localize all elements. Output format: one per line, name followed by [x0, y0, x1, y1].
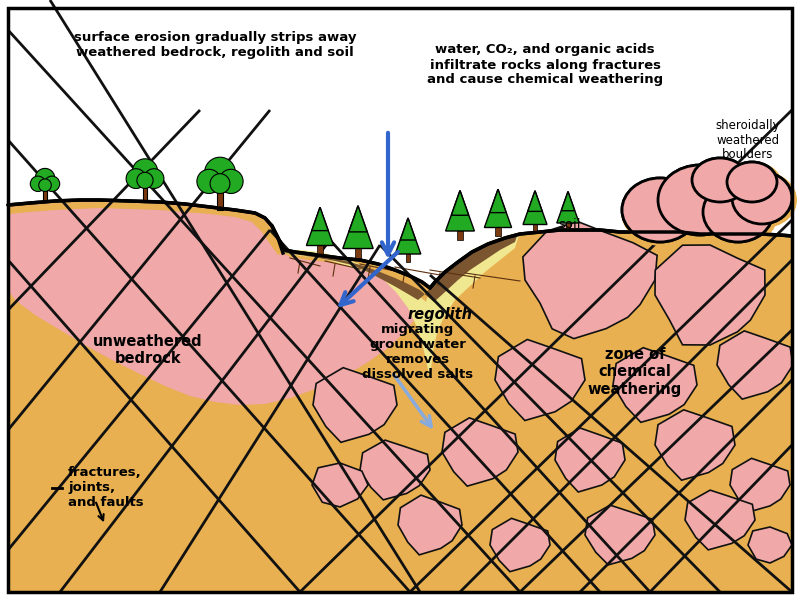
Circle shape — [197, 169, 221, 193]
Polygon shape — [562, 191, 574, 211]
Polygon shape — [446, 191, 474, 231]
Polygon shape — [730, 458, 790, 512]
Bar — [670, 226, 674, 232]
Circle shape — [133, 159, 158, 184]
Polygon shape — [523, 191, 547, 224]
Bar — [533, 223, 538, 232]
Polygon shape — [451, 191, 469, 215]
Polygon shape — [717, 331, 793, 399]
Ellipse shape — [692, 158, 748, 202]
Polygon shape — [528, 191, 542, 211]
Bar — [406, 253, 410, 262]
Bar — [218, 188, 222, 210]
Text: migrating
groundwater
removes
dissolved salts: migrating groundwater removes dissolved … — [362, 323, 474, 381]
Circle shape — [38, 179, 51, 191]
Bar — [566, 221, 570, 230]
Polygon shape — [613, 347, 697, 422]
Polygon shape — [557, 191, 579, 223]
Text: surface erosion gradually strips away
weathered bedrock, regolith and soil: surface erosion gradually strips away we… — [74, 31, 356, 59]
Bar — [43, 188, 46, 202]
Polygon shape — [395, 218, 421, 254]
Polygon shape — [685, 490, 755, 550]
Ellipse shape — [658, 165, 742, 235]
Ellipse shape — [703, 182, 773, 242]
Ellipse shape — [657, 165, 747, 239]
Polygon shape — [666, 202, 678, 217]
Circle shape — [126, 169, 146, 188]
Polygon shape — [655, 410, 735, 480]
Polygon shape — [313, 368, 397, 442]
Polygon shape — [283, 232, 520, 380]
Polygon shape — [490, 518, 550, 572]
Ellipse shape — [726, 162, 782, 206]
Ellipse shape — [692, 158, 748, 202]
Circle shape — [35, 169, 54, 188]
Ellipse shape — [658, 165, 742, 235]
Ellipse shape — [622, 178, 698, 242]
Polygon shape — [748, 527, 792, 563]
Ellipse shape — [732, 172, 792, 224]
Polygon shape — [490, 189, 506, 212]
Bar — [142, 184, 147, 202]
Polygon shape — [585, 505, 655, 565]
Circle shape — [219, 169, 243, 193]
Text: unweathered
bedrock: unweathered bedrock — [93, 334, 203, 366]
Bar — [495, 226, 501, 236]
Bar — [318, 244, 322, 254]
Ellipse shape — [622, 178, 698, 242]
Text: sheroidally
weathered
boulders: sheroidally weathered boulders — [716, 118, 780, 161]
Circle shape — [44, 176, 60, 191]
Polygon shape — [349, 206, 367, 232]
Polygon shape — [285, 233, 518, 302]
Circle shape — [30, 176, 46, 191]
Ellipse shape — [732, 172, 792, 224]
Ellipse shape — [702, 182, 778, 246]
Polygon shape — [312, 207, 328, 230]
Ellipse shape — [727, 162, 777, 202]
Bar — [458, 229, 462, 240]
Polygon shape — [400, 218, 416, 240]
Bar — [355, 247, 361, 258]
Text: soil: soil — [558, 218, 581, 232]
Ellipse shape — [731, 172, 797, 228]
Polygon shape — [655, 245, 765, 345]
Circle shape — [144, 169, 164, 188]
Polygon shape — [343, 206, 373, 248]
Polygon shape — [398, 495, 462, 555]
Ellipse shape — [727, 162, 777, 202]
Polygon shape — [555, 428, 625, 492]
Polygon shape — [523, 221, 657, 338]
Text: regolith: regolith — [407, 307, 473, 323]
Polygon shape — [306, 207, 334, 245]
Ellipse shape — [691, 158, 753, 206]
Polygon shape — [8, 200, 792, 592]
Circle shape — [210, 174, 230, 193]
Polygon shape — [360, 440, 430, 500]
Polygon shape — [8, 202, 283, 255]
Polygon shape — [8, 202, 426, 592]
Polygon shape — [495, 340, 585, 421]
Polygon shape — [442, 418, 518, 486]
Polygon shape — [485, 189, 512, 227]
Text: fractures,
joints,
and faults: fractures, joints, and faults — [68, 467, 144, 509]
Circle shape — [205, 157, 235, 188]
Ellipse shape — [621, 178, 703, 246]
Polygon shape — [663, 202, 681, 226]
Circle shape — [137, 172, 153, 188]
Text: water, CO₂, and organic acids
infiltrate rocks along fractures
and cause chemica: water, CO₂, and organic acids infiltrate… — [427, 43, 663, 86]
Text: zone of
chemical
weathering: zone of chemical weathering — [588, 347, 682, 397]
Ellipse shape — [703, 182, 773, 242]
Polygon shape — [312, 463, 368, 507]
